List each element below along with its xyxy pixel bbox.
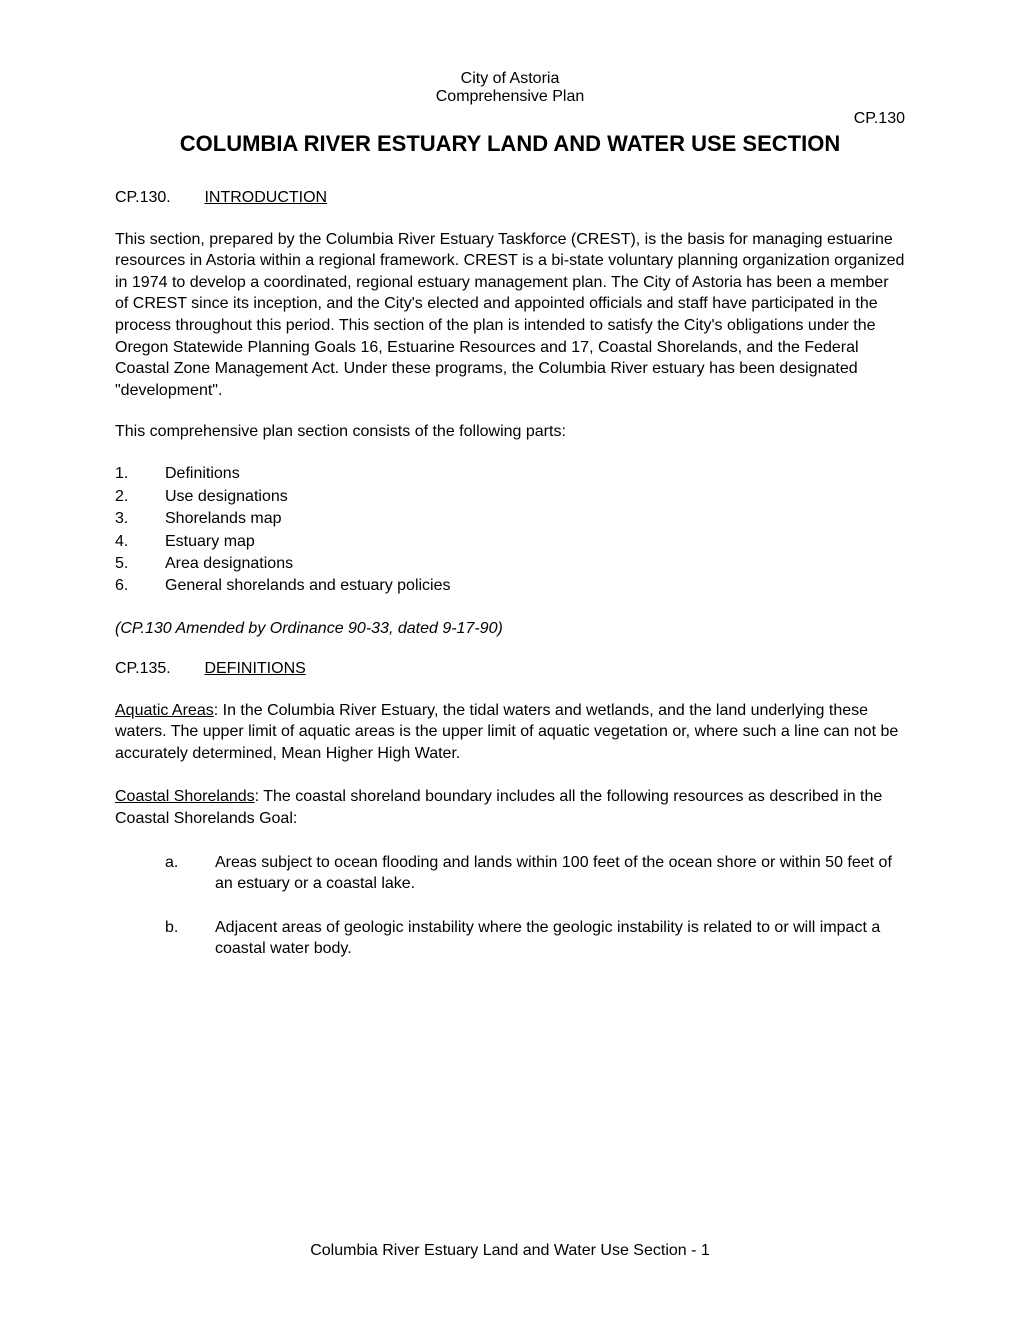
section-title: DEFINITIONS: [204, 660, 305, 677]
list-number: 2.: [115, 486, 165, 508]
parts-intro-line: This comprehensive plan section consists…: [115, 423, 905, 441]
main-title: COLUMBIA RIVER ESTUARY LAND AND WATER US…: [115, 130, 905, 159]
definition-aquatic: Aquatic Areas: In the Columbia River Est…: [115, 700, 905, 765]
list-text: Definitions: [165, 463, 240, 485]
sublist-item: a. Areas subject to ocean flooding and l…: [165, 852, 905, 895]
section-code-header: CP.130: [115, 110, 905, 128]
header-org: City of Astoria: [115, 70, 905, 88]
document-header: City of Astoria Comprehensive Plan: [115, 70, 905, 106]
sublist-text: Adjacent areas of geologic instability w…: [215, 917, 905, 960]
def-term: Aquatic Areas: [115, 702, 214, 719]
list-number: 5.: [115, 553, 165, 575]
list-text: Estuary map: [165, 531, 255, 553]
page-footer: Columbia River Estuary Land and Water Us…: [0, 1242, 1020, 1260]
list-item: 1. Definitions: [115, 463, 905, 485]
sublist-text: Areas subject to ocean flooding and land…: [215, 852, 905, 895]
definition-coastal: Coastal Shorelands: The coastal shorelan…: [115, 786, 905, 829]
list-text: Use designations: [165, 486, 288, 508]
parts-list: 1. Definitions 2. Use designations 3. Sh…: [115, 463, 905, 597]
sublist-item: b. Adjacent areas of geologic instabilit…: [165, 917, 905, 960]
list-item: 4. Estuary map: [115, 531, 905, 553]
header-subtitle: Comprehensive Plan: [115, 88, 905, 106]
list-item: 3. Shorelands map: [115, 508, 905, 530]
amendment-note: (CP.130 Amended by Ordinance 90-33, date…: [115, 620, 905, 638]
section-heading-intro: CP.130. INTRODUCTION: [115, 189, 905, 207]
section-code: CP.135.: [115, 660, 200, 678]
list-text: General shorelands and estuary policies: [165, 575, 451, 597]
list-item: 6. General shorelands and estuary polici…: [115, 575, 905, 597]
def-term: Coastal Shorelands: [115, 788, 255, 805]
def-text: : In the Columbia River Estuary, the tid…: [115, 702, 898, 762]
section-heading-defs: CP.135. DEFINITIONS: [115, 660, 905, 678]
list-item: 5. Area designations: [115, 553, 905, 575]
coastal-sublist: a. Areas subject to ocean flooding and l…: [165, 852, 905, 960]
list-item: 2. Use designations: [115, 486, 905, 508]
sublist-letter: a.: [165, 852, 215, 895]
list-number: 6.: [115, 575, 165, 597]
intro-paragraph: This section, prepared by the Columbia R…: [115, 229, 905, 402]
section-code: CP.130.: [115, 189, 200, 207]
list-number: 1.: [115, 463, 165, 485]
list-text: Area designations: [165, 553, 293, 575]
sublist-letter: b.: [165, 917, 215, 960]
list-text: Shorelands map: [165, 508, 282, 530]
list-number: 3.: [115, 508, 165, 530]
section-title: INTRODUCTION: [204, 189, 327, 206]
list-number: 4.: [115, 531, 165, 553]
